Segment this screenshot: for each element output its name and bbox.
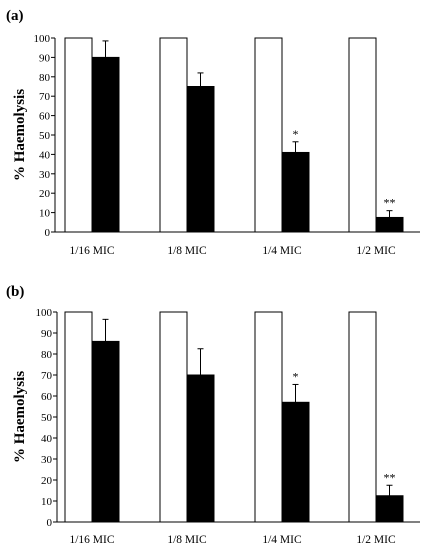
panel-a-marks: 0 10 20 30 40 50 60 70 80 90 100 1/16 MIC 1/8 MIC * 1/… — [34, 33, 420, 257]
panel-a-bar-control — [348, 37, 377, 233]
panel-a-category-label: 1/4 MIC — [262, 245, 302, 257]
panel-a-y-tick-label: 80 — [39, 72, 51, 84]
panel-a-significance-label: * — [293, 127, 299, 141]
panel-a-y-axis-label: % Haemolysis — [12, 89, 28, 181]
panel-b-category-label: 1/4 MIC — [262, 534, 302, 546]
panel-a-bar-treated — [186, 86, 215, 233]
panel-b-category-label: 1/8 MIC — [167, 534, 207, 546]
panel-b-bar-control — [254, 311, 283, 523]
panel-b-label: (b) — [6, 284, 24, 300]
panel-b-significance-label: ** — [384, 470, 396, 484]
panel-a-y-tick-label: 0 — [45, 227, 51, 239]
panel-a-significance-label: ** — [384, 196, 396, 210]
panel-b-y-tick-label: 80 — [41, 349, 53, 361]
panel-b-bar-treated — [186, 374, 215, 523]
panel-a-bar-treated — [91, 56, 120, 233]
panel-b-category-label: 1/2 MIC — [356, 534, 396, 546]
panel-b: (b) % Haemolysis 0 10 20 30 40 50 60 70 80 90 100 1… — [6, 284, 420, 546]
panel-b-y-tick-label: 30 — [41, 454, 53, 466]
panel-a-y-tick-label: 30 — [39, 169, 51, 181]
panel-a-y-tick-label: 20 — [39, 188, 51, 200]
panel-a-bar-control — [254, 37, 283, 233]
panel-b-y-axis-label: % Haemolysis — [12, 371, 28, 463]
panel-b-y-tick-label: 90 — [41, 328, 53, 340]
panel-b-y-tick-label: 50 — [41, 412, 53, 424]
panel-b-bar-control — [348, 311, 377, 523]
panel-b-y-tick-label: 100 — [36, 307, 53, 319]
panel-b-y-tick-label: 10 — [41, 496, 53, 508]
panel-b-y-tick-label: 40 — [41, 433, 53, 445]
panel-a-category-label: 1/2 MIC — [356, 245, 396, 257]
panel-b-y-tick-label: 60 — [41, 391, 53, 403]
panel-b-bar-treated — [91, 340, 120, 523]
panel-a: (a) % Haemolysis 0 10 20 30 40 50 60 70 80 90 100 1… — [6, 8, 420, 257]
panel-a-y-tick-label: 60 — [39, 111, 51, 123]
panel-b-y-tick-label: 0 — [47, 517, 53, 529]
panel-a-y-tick-label: 100 — [34, 33, 51, 45]
panel-b-significance-label: * — [293, 369, 299, 383]
panel-a-bar-control — [159, 37, 188, 233]
panel-a-y-tick-label: 90 — [39, 52, 51, 64]
panel-b-marks: 0 10 20 30 40 50 60 70 80 90 100 1/16 MIC 1/8 MIC * 1/… — [36, 307, 420, 546]
panel-a-bar-treated — [375, 216, 404, 233]
panel-b-y-tick-label: 70 — [41, 370, 53, 382]
panel-a-category-label: 1/8 MIC — [167, 245, 207, 257]
panel-a-label: (a) — [6, 8, 24, 24]
panel-a-bar-treated — [281, 151, 310, 233]
panel-a-y-tick-label: 50 — [39, 130, 51, 142]
panel-a-y-tick-label: 10 — [39, 208, 51, 220]
panel-a-category-label: 1/16 MIC — [69, 245, 114, 257]
panel-b-bar-treated — [375, 495, 404, 523]
panel-b-bar-control — [64, 311, 93, 523]
panel-b-bar-treated — [281, 401, 310, 523]
panel-a-y-tick-label: 40 — [39, 149, 51, 161]
panel-a-y-tick-label: 70 — [39, 91, 51, 103]
panel-b-bar-control — [159, 311, 188, 523]
panel-a-bar-control — [64, 37, 93, 233]
panel-b-category-label: 1/16 MIC — [69, 534, 114, 546]
panel-b-y-tick-label: 20 — [41, 475, 53, 487]
